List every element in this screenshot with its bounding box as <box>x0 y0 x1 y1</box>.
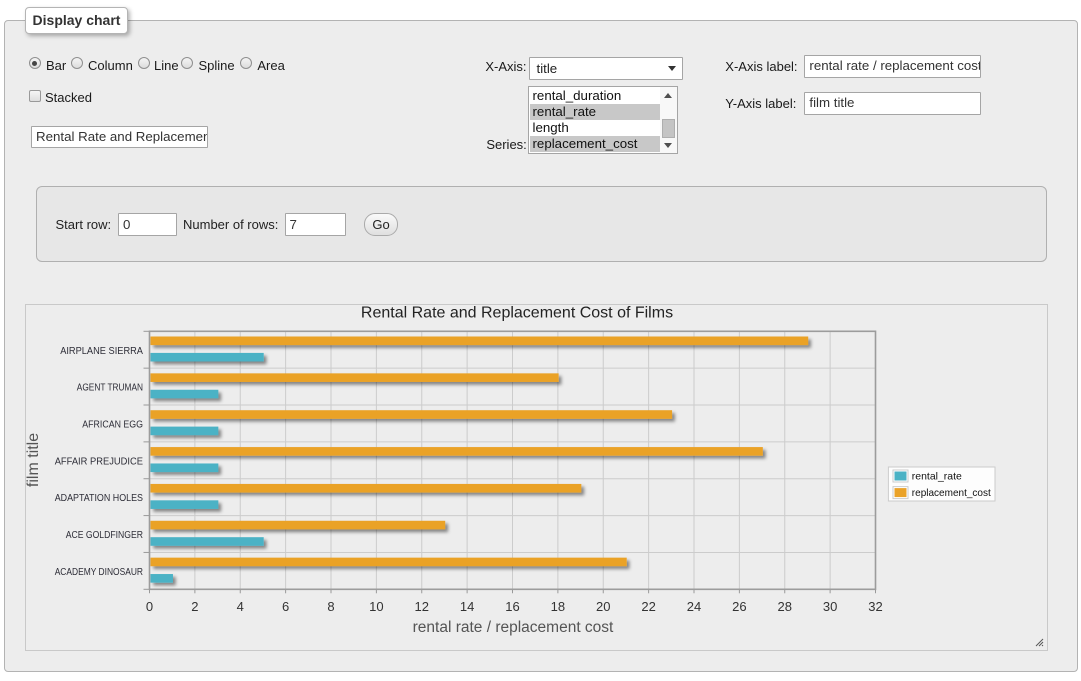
svg-text:film title: film title <box>25 433 42 487</box>
svg-text:28: 28 <box>778 599 792 614</box>
svg-text:32: 32 <box>868 599 882 614</box>
svg-text:24: 24 <box>687 599 701 614</box>
svg-text:AFRICAN EGG: AFRICAN EGG <box>82 420 143 431</box>
svg-text:rental_rate: rental_rate <box>912 471 962 483</box>
svg-text:ACE GOLDFINGER: ACE GOLDFINGER <box>66 530 143 541</box>
svg-text:18: 18 <box>551 599 565 614</box>
svg-text:2: 2 <box>191 599 198 614</box>
svg-text:20: 20 <box>596 599 610 614</box>
svg-text:22: 22 <box>641 599 655 614</box>
svg-text:6: 6 <box>282 599 289 614</box>
svg-text:AIRPLANE SIERRA: AIRPLANE SIERRA <box>60 346 143 357</box>
svg-text:16: 16 <box>505 599 519 614</box>
svg-text:AGENT TRUMAN: AGENT TRUMAN <box>77 383 143 394</box>
svg-text:14: 14 <box>460 599 474 614</box>
svg-text:AFFAIR PREJUDICE: AFFAIR PREJUDICE <box>55 456 144 467</box>
svg-text:26: 26 <box>732 599 746 614</box>
svg-text:10: 10 <box>369 599 383 614</box>
svg-text:ACADEMY DINOSAUR: ACADEMY DINOSAUR <box>55 567 143 578</box>
svg-text:8: 8 <box>327 599 334 614</box>
svg-text:30: 30 <box>823 599 837 614</box>
svg-text:ADAPTATION HOLES: ADAPTATION HOLES <box>55 493 144 504</box>
svg-text:0: 0 <box>146 599 153 614</box>
svg-text:4: 4 <box>237 599 244 614</box>
svg-text:replacement_cost: replacement_cost <box>912 487 991 499</box>
svg-text:12: 12 <box>415 599 429 614</box>
svg-text:rental rate / replacement cost: rental rate / replacement cost <box>413 619 614 636</box>
svg-text:Rental Rate and Replacement Co: Rental Rate and Replacement Cost of Film… <box>361 305 673 322</box>
